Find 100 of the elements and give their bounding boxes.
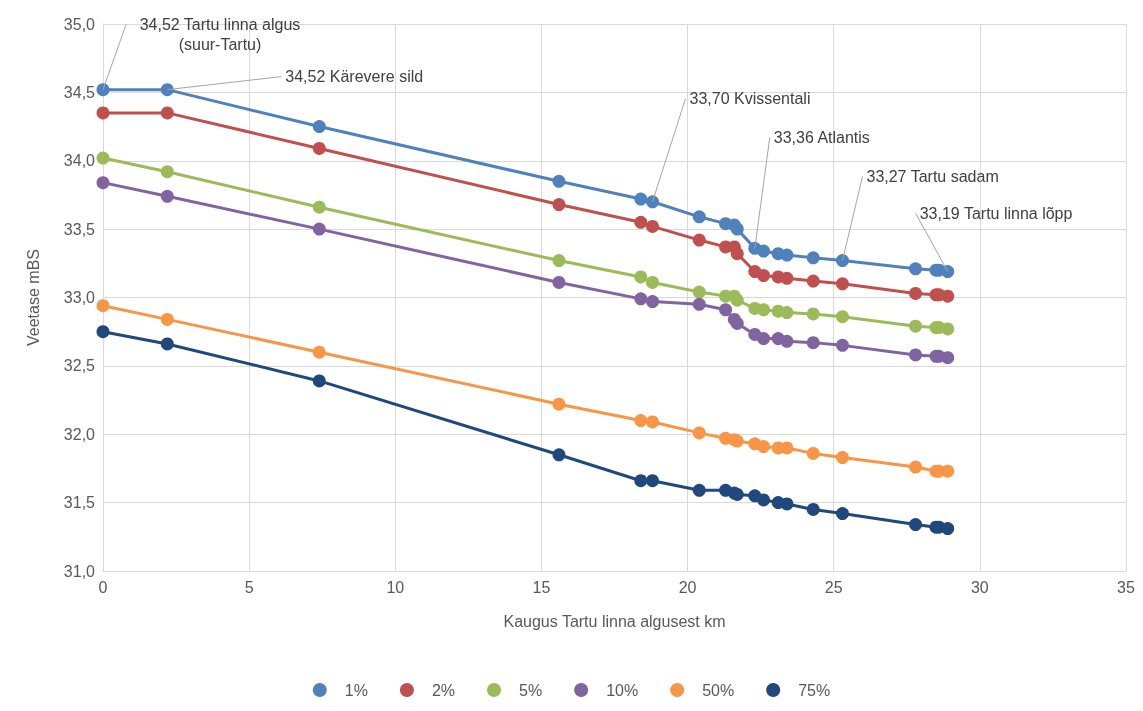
point (634, 292, 648, 306)
annotation: 33,70 Kvissentali (689, 90, 811, 108)
point (806, 251, 820, 265)
point (646, 219, 659, 233)
x-axis-title: Kaugus Tartu linna algusest km (503, 612, 726, 630)
x-tick-label: 20 (678, 578, 697, 596)
point (806, 502, 820, 516)
point (780, 334, 794, 348)
point (634, 192, 648, 206)
point (312, 141, 326, 155)
y-tick-label: 33,5 (63, 220, 96, 238)
point (96, 299, 110, 313)
point (719, 303, 733, 317)
point (646, 474, 659, 488)
point (757, 493, 771, 507)
point (836, 507, 849, 521)
x-tick-label: 5 (244, 578, 254, 596)
point (312, 222, 326, 236)
y-tick-label: 32,5 (63, 357, 96, 375)
point (646, 195, 659, 209)
point (836, 277, 849, 291)
y-axis-title: Veetase mBS (24, 249, 42, 346)
point (552, 254, 566, 268)
point (634, 270, 648, 284)
x-tick-label: 30 (970, 578, 989, 596)
point (780, 497, 794, 511)
point (692, 483, 706, 497)
point (941, 464, 955, 478)
point (730, 222, 744, 236)
annotation: 33,36 Atlantis (773, 128, 870, 146)
y-tick-label: 34,5 (63, 83, 96, 101)
annotation: 34,52 Tartu linna algus (suur-Tartu) (139, 16, 301, 54)
point (909, 262, 923, 276)
point (160, 165, 174, 179)
y-tick-label: 31,0 (63, 562, 96, 580)
x-tick-label: 25 (824, 578, 843, 596)
point (806, 336, 820, 350)
point (552, 198, 566, 212)
point (806, 307, 820, 321)
point (160, 337, 174, 351)
point (780, 271, 794, 285)
point (757, 332, 771, 346)
x-tick-label: 35 (1117, 578, 1135, 596)
point (692, 210, 706, 224)
point (757, 440, 771, 454)
legend-label: 1% (344, 681, 368, 699)
y-tick-label: 31,5 (63, 494, 96, 512)
x-tick-label: 0 (98, 578, 108, 596)
point (634, 414, 648, 428)
y-tick-label: 32,0 (63, 425, 96, 443)
point (836, 338, 849, 352)
point (160, 189, 174, 203)
point (160, 312, 174, 326)
point (692, 233, 706, 247)
point (730, 247, 744, 261)
point (96, 176, 110, 190)
point (806, 274, 820, 288)
point (730, 293, 744, 307)
point (941, 522, 955, 536)
point (780, 306, 794, 320)
point (909, 319, 923, 333)
point (757, 303, 771, 317)
legend-label: 5% (519, 681, 543, 699)
point (634, 215, 648, 229)
point (909, 518, 923, 531)
point (780, 248, 794, 262)
point (909, 460, 923, 474)
point (646, 415, 659, 429)
point (552, 174, 566, 188)
point (836, 451, 849, 464)
point (312, 120, 326, 134)
legend-label: 50% (702, 681, 735, 699)
annotation: 33,19 Tartu linna lõpp (919, 205, 1073, 223)
annotation: 34,52 Kärevere sild (285, 68, 424, 86)
point (909, 348, 923, 362)
point (730, 316, 744, 330)
point (836, 310, 849, 324)
y-tick-label: 35,0 (63, 15, 96, 33)
point (941, 322, 955, 336)
point (96, 325, 110, 339)
point (836, 254, 849, 268)
point (806, 446, 820, 460)
point (692, 297, 706, 311)
legend-label: 75% (798, 681, 831, 699)
point (96, 151, 110, 165)
point (941, 289, 955, 303)
legend-label: 10% (606, 681, 639, 699)
point (312, 374, 326, 388)
x-tick-label: 15 (532, 578, 551, 596)
point (646, 275, 659, 289)
point (780, 441, 794, 455)
point (96, 83, 110, 97)
point (160, 83, 174, 97)
point (312, 345, 326, 359)
point (757, 269, 771, 283)
point (941, 351, 955, 365)
point (552, 397, 566, 411)
y-tick-label: 34,0 (63, 152, 96, 170)
point (552, 448, 566, 462)
point (634, 474, 648, 488)
